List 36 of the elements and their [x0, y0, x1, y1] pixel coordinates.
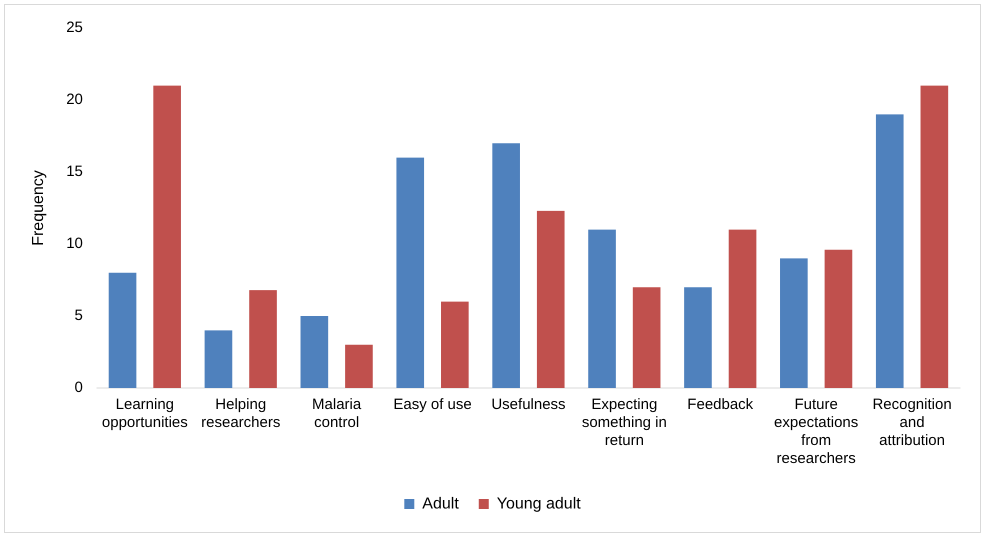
- bar: [536, 210, 565, 388]
- bar: [920, 86, 948, 388]
- bar: [632, 287, 660, 388]
- bar: [876, 114, 904, 388]
- bar: [684, 287, 712, 388]
- y-tick-label: 5: [74, 307, 83, 324]
- bar: [396, 158, 424, 388]
- bar: [300, 316, 328, 388]
- bar: [204, 330, 232, 388]
- bar: [824, 250, 852, 388]
- legend-label: Young adult: [496, 495, 582, 512]
- bar: [588, 230, 616, 388]
- bar: [441, 302, 469, 388]
- y-tick-label: 10: [66, 235, 83, 252]
- bar: [345, 344, 373, 388]
- bar: [108, 272, 136, 388]
- y-tick-label: 15: [66, 163, 83, 180]
- x-tick-label: Recognition and attribution: [872, 396, 952, 450]
- bar: [492, 143, 520, 388]
- x-tick-label: Easy of use: [393, 396, 472, 414]
- bar: [728, 230, 756, 388]
- y-tick-label: 25: [66, 19, 83, 36]
- x-tick-label: Future expectations from researchers: [774, 396, 858, 468]
- x-tick-label: Helping researchers: [201, 396, 280, 432]
- x-tick-label: Usefulness: [491, 396, 566, 414]
- x-tick-label: Feedback: [687, 396, 754, 414]
- y-axis-title: Frequency: [30, 170, 48, 246]
- y-tick-label: 0: [74, 379, 83, 396]
- bar: [249, 290, 277, 388]
- bar: [153, 86, 181, 388]
- x-tick-label: Expecting something in return: [582, 396, 667, 450]
- x-tick-label: Malaria control: [312, 396, 362, 432]
- legend-label: Adult: [422, 495, 460, 512]
- bar: [780, 258, 808, 388]
- y-tick-label: 20: [66, 91, 83, 108]
- x-tick-label: Learning opportunities: [102, 396, 188, 432]
